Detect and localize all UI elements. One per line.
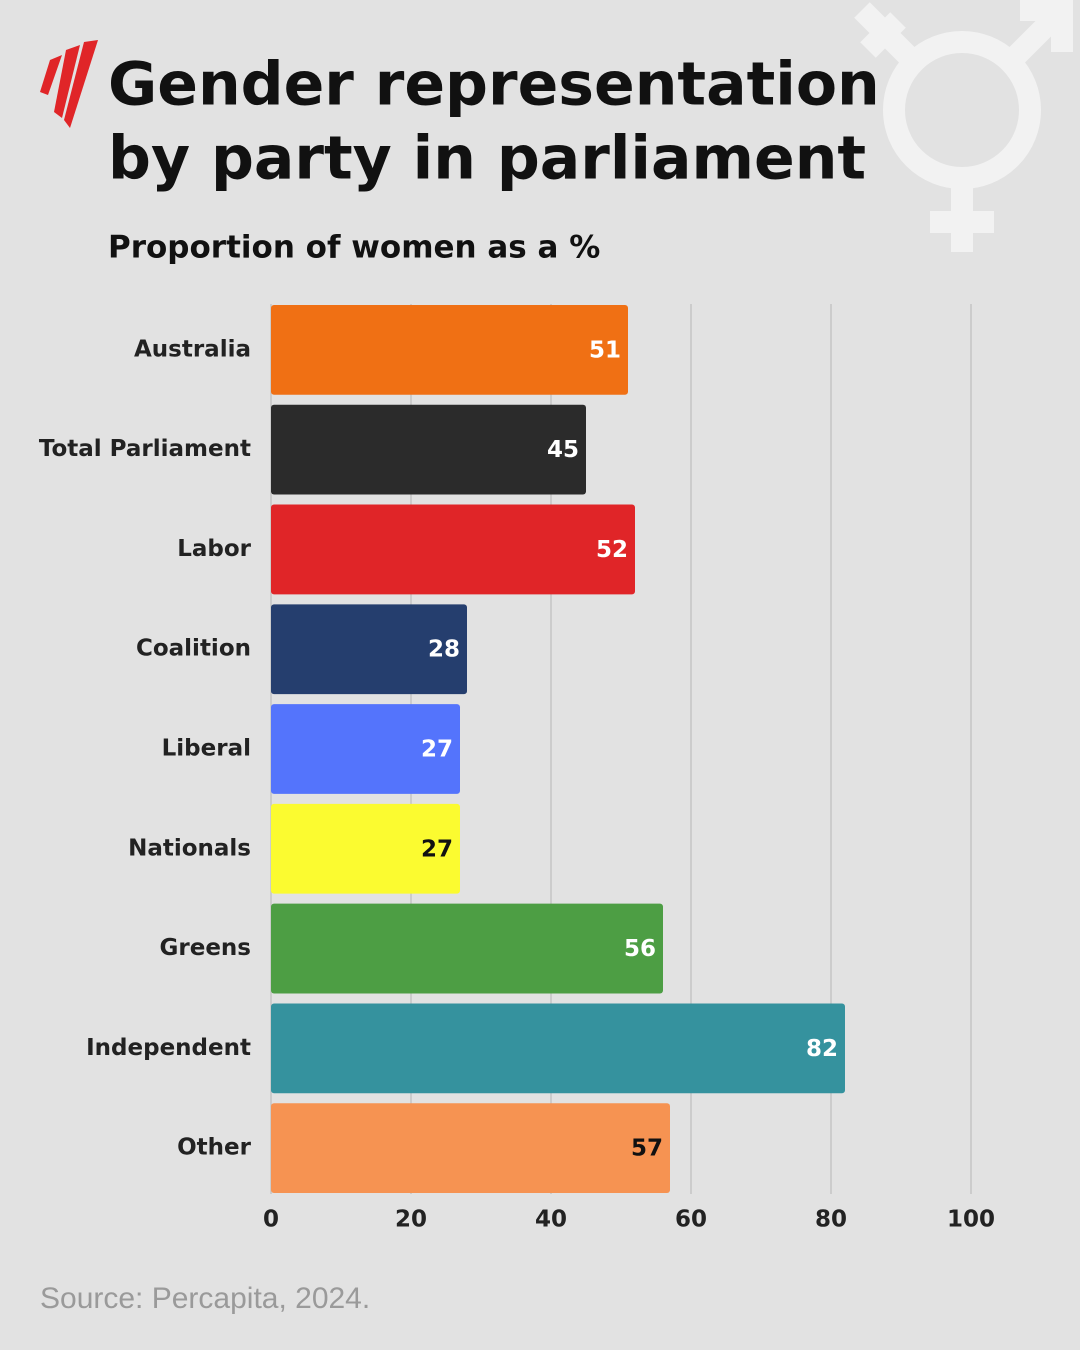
bar: [271, 604, 467, 695]
y-tick-label: Coalition: [136, 636, 251, 662]
source-note: Source: Percapita, 2024.: [40, 1282, 370, 1315]
value-label: 51: [589, 337, 621, 363]
bar: [271, 803, 460, 894]
bar: [271, 1103, 670, 1193]
y-tick-label: Australia: [134, 336, 251, 362]
chart-title: Gender representation: [108, 50, 880, 120]
y-tick-label: Independent: [86, 1035, 251, 1061]
chart-title: by party in parliament: [108, 124, 866, 194]
value-label: 56: [624, 936, 656, 962]
value-label: 52: [596, 537, 628, 563]
logo: [40, 40, 98, 128]
x-tick-label: 80: [815, 1207, 847, 1233]
y-tick-label: Other: [177, 1135, 252, 1161]
bar: [271, 504, 635, 595]
y-tick-label: Total Parliament: [39, 436, 251, 462]
x-tick-label: 0: [263, 1207, 279, 1233]
y-tick-label: Nationals: [128, 835, 251, 861]
y-tick-label: Liberal: [162, 736, 251, 762]
value-label: 28: [428, 637, 460, 663]
x-tick-label: 60: [675, 1207, 707, 1233]
value-label: 27: [421, 737, 453, 763]
bar: [271, 404, 586, 495]
y-tick-label: Labor: [177, 536, 251, 562]
gender-symbol: [854, 0, 1073, 252]
x-tick-label: 40: [535, 1207, 567, 1233]
value-label: 82: [806, 1036, 838, 1062]
x-tick-label: 20: [395, 1207, 427, 1233]
value-label: 45: [547, 437, 579, 463]
chart-subtitle: Proportion of women as a %: [108, 230, 600, 266]
value-label: 27: [421, 836, 453, 862]
bar: [271, 1003, 845, 1094]
y-tick-label: Greens: [160, 935, 251, 961]
bar: [271, 704, 460, 794]
bar: [271, 305, 628, 395]
value-label: 57: [631, 1136, 663, 1162]
x-tick-label: 100: [947, 1207, 995, 1233]
bar: [271, 903, 663, 994]
